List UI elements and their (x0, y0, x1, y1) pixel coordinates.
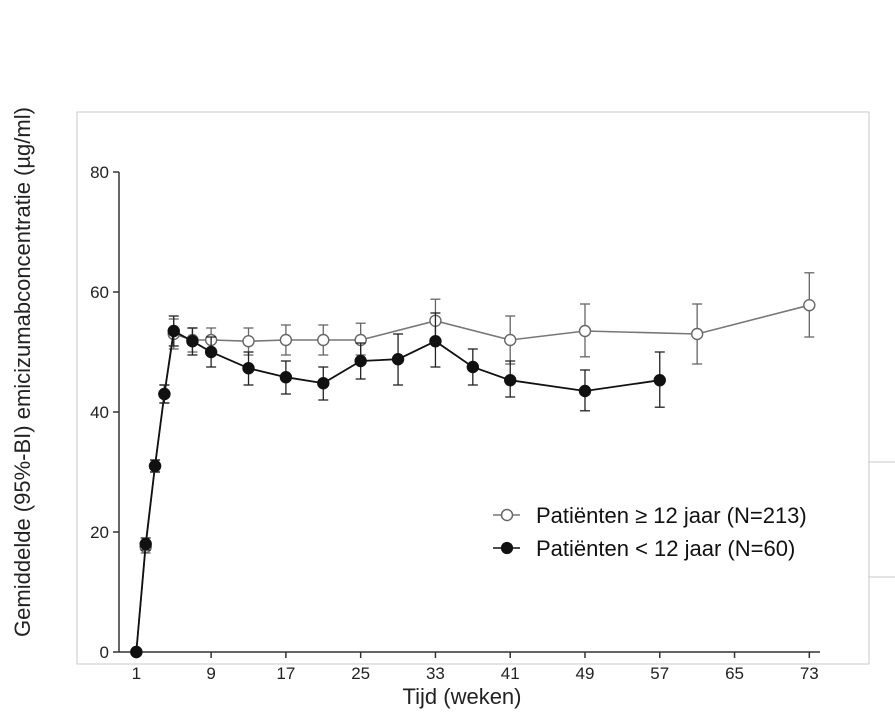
data-point (354, 354, 367, 368)
data-point (279, 333, 293, 347)
legend-label-series-2: Patiënten < 12 jaar (N=60) (536, 536, 795, 561)
data-point (317, 333, 330, 347)
legend: Patiënten ≥ 12 jaar (N=213) Patiënten < … (493, 503, 807, 561)
series-1 (130, 272, 816, 659)
y-tick-label: 40 (90, 403, 109, 422)
data-point (504, 374, 517, 387)
data-point (578, 384, 592, 398)
series-layer (130, 272, 816, 659)
x-tick-label: 1 (132, 664, 141, 683)
y-axis-ticks: 0 20 40 60 80 (90, 163, 119, 662)
x-tick-label: 25 (351, 664, 370, 683)
x-tick-label: 57 (650, 664, 669, 683)
legend-marker-open-circle (500, 508, 514, 522)
x-tick-label: 17 (276, 664, 295, 683)
y-tick-label: 0 (100, 643, 109, 662)
data-point (391, 353, 405, 366)
data-point (130, 645, 143, 659)
x-axis-ticks: 1 9 17 25 33 41 49 57 65 73 (132, 652, 819, 683)
x-axis-title: Tijd (weken) (403, 684, 522, 709)
x-tick-label: 49 (576, 664, 595, 683)
legend-label-series-1: Patiënten ≥ 12 jaar (N=213) (536, 503, 807, 528)
data-point (466, 360, 480, 374)
data-point (242, 362, 255, 375)
y-tick-label: 80 (90, 163, 109, 182)
data-point (653, 374, 666, 387)
data-point (204, 345, 218, 359)
x-tick-label: 9 (206, 664, 215, 683)
y-tick-label: 20 (90, 523, 109, 542)
plot-area-frame (76, 111, 870, 665)
data-point (578, 324, 592, 338)
x-tick-label: 41 (501, 664, 520, 683)
data-point (317, 377, 330, 390)
x-tick-label: 73 (800, 664, 819, 683)
data-point (158, 387, 171, 401)
data-point (504, 333, 517, 347)
data-point (148, 459, 162, 473)
x-tick-label: 33 (426, 664, 445, 683)
data-point (279, 371, 293, 384)
data-point (186, 335, 199, 348)
data-point (690, 327, 704, 341)
x-tick-label: 65 (725, 664, 744, 683)
data-point (167, 324, 180, 338)
data-point (242, 335, 255, 348)
data-point (429, 335, 442, 348)
y-tick-label: 60 (90, 283, 109, 302)
series-2 (130, 312, 666, 659)
data-point (803, 299, 816, 312)
y-axis-title: Gemiddelde (95%-BI) emicizumabconcentrat… (10, 107, 35, 637)
legend-marker-filled-circle (500, 541, 514, 555)
data-point (139, 537, 152, 551)
